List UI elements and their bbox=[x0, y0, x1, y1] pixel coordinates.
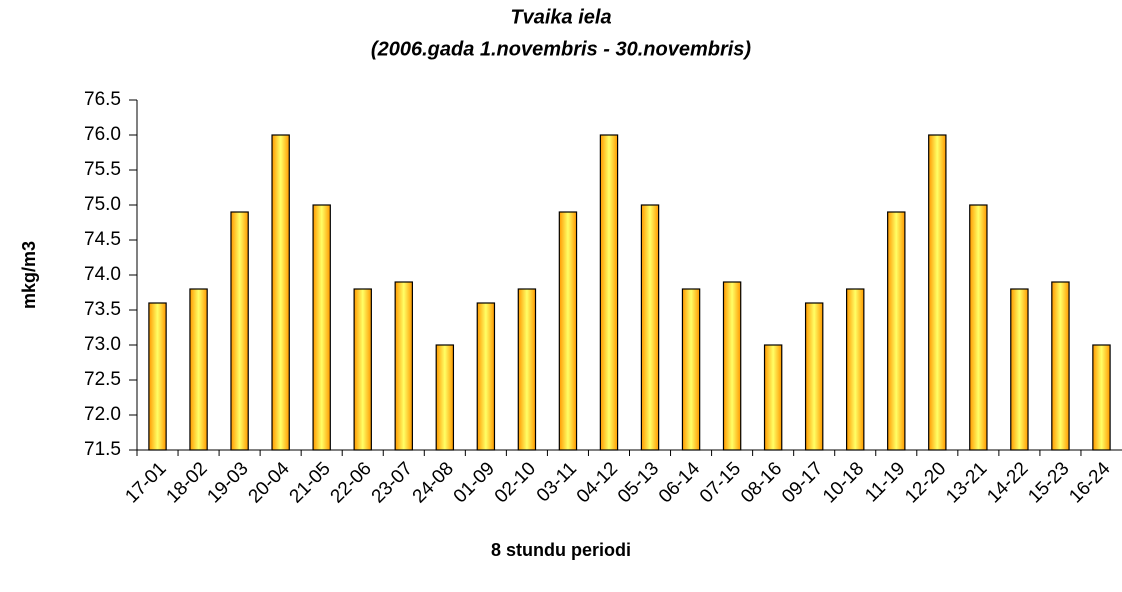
bar bbox=[887, 211, 906, 451]
y-tick-label: 73.0 bbox=[84, 334, 121, 355]
y-tick-label: 74.0 bbox=[84, 264, 121, 285]
x-tick-label: 09-17 bbox=[778, 458, 827, 507]
bar bbox=[681, 288, 701, 451]
y-tick-label: 75.5 bbox=[84, 159, 121, 180]
x-tick-label: 07-15 bbox=[696, 458, 745, 507]
x-tick-label: 12-20 bbox=[901, 458, 950, 507]
chart-title: Tvaika iela bbox=[510, 6, 611, 28]
y-tick-label: 75.0 bbox=[84, 194, 121, 215]
bar bbox=[1051, 281, 1070, 451]
x-tick-label: 21-05 bbox=[286, 458, 335, 507]
x-axis-title: 8 stundu periodi bbox=[491, 540, 631, 560]
y-tick-label: 72.0 bbox=[84, 404, 121, 425]
y-tick-label: 72.5 bbox=[84, 369, 121, 390]
bar bbox=[640, 204, 660, 451]
x-tick-label: 14-22 bbox=[983, 458, 1032, 507]
bar bbox=[353, 288, 372, 451]
x-tick-label: 01-09 bbox=[450, 458, 499, 507]
x-tick-label: 13-21 bbox=[942, 458, 991, 507]
x-tick-label: 20-04 bbox=[245, 458, 295, 508]
x-tick-label: 15-23 bbox=[1024, 458, 1073, 507]
x-tick-label: 08-16 bbox=[737, 458, 786, 507]
bar bbox=[394, 281, 413, 451]
x-tick-label: 05-13 bbox=[614, 458, 663, 507]
x-tick-label: 22-06 bbox=[327, 458, 376, 507]
bar bbox=[148, 302, 167, 451]
x-tick-label: 06-14 bbox=[655, 458, 705, 508]
bar bbox=[928, 134, 947, 451]
bar bbox=[517, 288, 537, 451]
x-tick-label: 03-11 bbox=[533, 458, 581, 506]
bar bbox=[599, 134, 619, 451]
y-tick-label: 76.5 bbox=[84, 89, 121, 110]
bar bbox=[230, 211, 249, 451]
bar bbox=[804, 302, 824, 451]
x-tick-label: 10-18 bbox=[819, 458, 868, 507]
y-axis-title: mkg/m3 bbox=[19, 241, 39, 309]
bar bbox=[1092, 344, 1111, 451]
bar bbox=[189, 288, 208, 451]
bar bbox=[763, 344, 783, 451]
x-tick-label: 02-10 bbox=[491, 458, 540, 507]
x-tick-label: 19-03 bbox=[203, 458, 252, 507]
bar bbox=[969, 204, 988, 451]
y-tick-label: 73.5 bbox=[84, 299, 121, 320]
x-tick-label: 18-02 bbox=[162, 458, 211, 507]
bar bbox=[435, 344, 455, 451]
x-tick-label: 17-01 bbox=[121, 458, 170, 507]
bar bbox=[722, 281, 742, 451]
chart-subtitle: (2006.gada 1.novembris - 30.novembris) bbox=[371, 38, 751, 60]
bar bbox=[558, 211, 578, 451]
y-tick-label: 74.5 bbox=[84, 229, 121, 250]
x-tick-label: 23-07 bbox=[368, 458, 417, 507]
y-tick-label: 71.5 bbox=[84, 439, 121, 460]
x-tick-label: 11-19 bbox=[861, 458, 909, 506]
bar bbox=[1010, 288, 1029, 451]
bar bbox=[846, 288, 865, 451]
bar bbox=[271, 134, 290, 451]
x-tick-label: 04-12 bbox=[573, 458, 622, 507]
x-tick-label: 24-08 bbox=[409, 458, 458, 507]
x-tick-label: 16-24 bbox=[1065, 458, 1115, 508]
bar bbox=[312, 204, 331, 451]
y-tick-label: 76.0 bbox=[84, 124, 121, 145]
bar bbox=[476, 302, 496, 451]
